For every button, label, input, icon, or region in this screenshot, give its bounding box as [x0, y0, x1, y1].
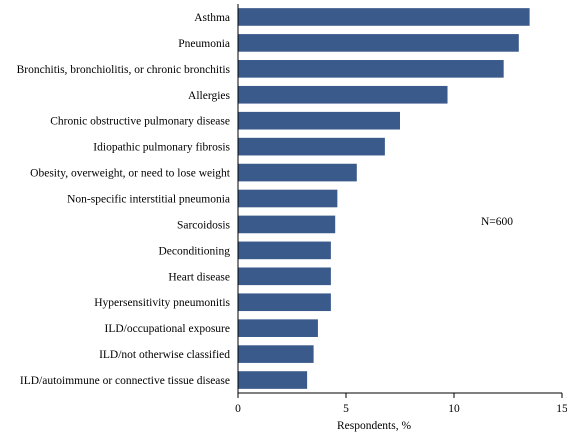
bar-13 [238, 319, 318, 337]
bar-1 [238, 8, 530, 26]
bar-5 [238, 111, 400, 130]
bar-15 [238, 371, 308, 389]
category-label: ILD/not otherwise classified [99, 349, 230, 361]
x-tick-label: 15 [556, 403, 567, 415]
x-ticks-group: 0 5 10 15 [235, 393, 567, 415]
bar-12 [238, 293, 331, 312]
category-label: Sarcoidosis [177, 219, 231, 231]
category-label: Deconditioning [158, 245, 230, 257]
x-tick-label: 10 [448, 403, 460, 415]
category-label: ILD/autoimmune or connective tissue dise… [20, 375, 230, 387]
category-label: Obesity, overweight, or need to lose wei… [30, 168, 231, 180]
bar-14 [238, 345, 314, 363]
category-label: Hypersensitivity pneumonitis [94, 297, 230, 309]
bar-11 [238, 267, 331, 286]
category-label: Asthma [194, 12, 230, 24]
bar-7 [238, 163, 357, 182]
category-label: Pneumonia [178, 38, 230, 50]
category-label: Chronic obstructive pulmonary disease [50, 116, 230, 128]
bar-10 [238, 241, 331, 260]
x-tick-label: 5 [343, 403, 349, 415]
bar-4 [238, 85, 448, 104]
category-label: Idiopathic pulmonary fibrosis [93, 142, 230, 154]
category-labels: Asthma Pneumonia Bronchitis, bronchiolitis… [17, 12, 231, 387]
bar-8 [238, 189, 338, 208]
bar-6 [238, 137, 385, 156]
sample-size-annotation: N=600 [481, 216, 513, 228]
category-label: Non-specific interstitial pneumonia [67, 194, 230, 206]
category-label: Bronchitis, bronchiolitis, or chronic br… [17, 64, 231, 76]
x-axis-title: Respondents, % [337, 420, 412, 432]
category-label: Heart disease [168, 271, 230, 283]
bars-group [238, 8, 530, 389]
category-label: Allergies [188, 90, 230, 102]
bar-2 [238, 34, 519, 52]
bar-9 [238, 215, 336, 234]
category-label: ILD/occupational exposure [105, 323, 231, 335]
x-tick-label: 0 [235, 403, 241, 415]
bar-3 [238, 60, 504, 78]
